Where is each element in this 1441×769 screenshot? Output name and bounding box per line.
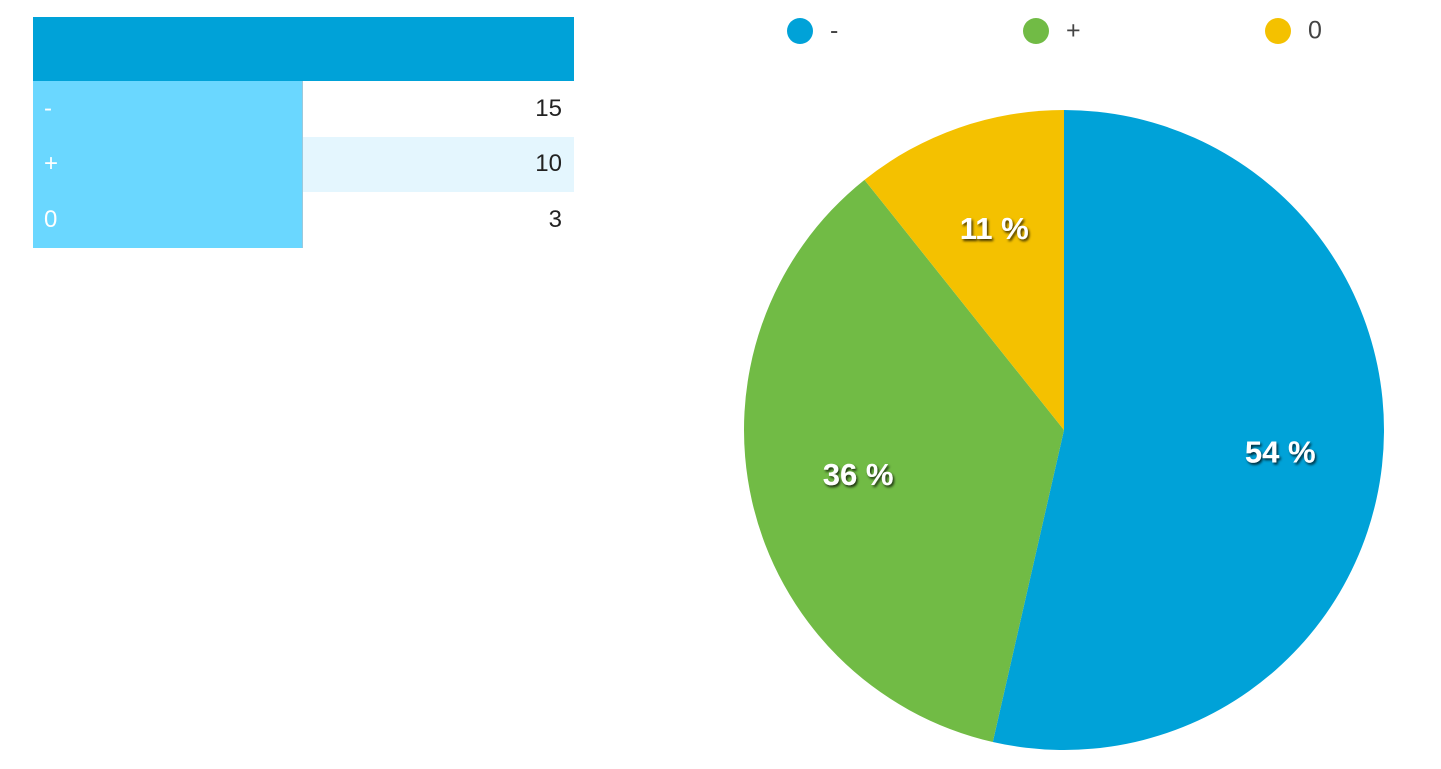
row-value: 15 xyxy=(303,81,574,137)
row-value: 3 xyxy=(303,192,574,248)
pie-slice xyxy=(744,179,1064,742)
legend-swatch xyxy=(787,18,813,44)
table-row: 0 3 xyxy=(33,192,574,248)
table-row: - 15 xyxy=(33,81,574,137)
data-table: - 15 + 10 0 3 xyxy=(33,17,574,248)
legend-label: + xyxy=(1066,17,1081,45)
legend-label: - xyxy=(830,17,838,45)
pie-slice xyxy=(864,110,1064,430)
row-label: - xyxy=(33,81,303,137)
pie-slices xyxy=(744,110,1385,750)
legend-label: 0 xyxy=(1308,17,1322,45)
legend-swatch xyxy=(1265,18,1291,44)
slice-percent-label: 11 % xyxy=(960,211,1029,246)
row-label: + xyxy=(33,136,303,192)
pie-labels: 54 % 36 % 11 % xyxy=(823,211,1316,492)
slice-percent-label: 36 % xyxy=(823,457,894,492)
row-label: 0 xyxy=(33,192,303,248)
pie-slice xyxy=(992,110,1385,750)
legend-swatch xyxy=(1023,18,1049,44)
table-header xyxy=(33,17,574,81)
chart-legend: - +0 xyxy=(787,17,1322,45)
table-row: + 10 xyxy=(33,136,574,192)
slice-percent-label: 54 % xyxy=(1245,435,1316,470)
row-value: 10 xyxy=(303,136,574,192)
